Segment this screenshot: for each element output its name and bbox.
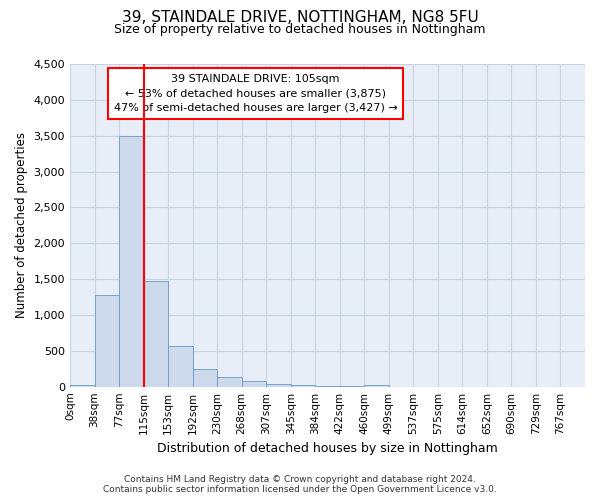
Bar xyxy=(168,346,193,387)
Text: 39 STAINDALE DRIVE: 105sqm
← 53% of detached houses are smaller (3,875)
47% of s: 39 STAINDALE DRIVE: 105sqm ← 53% of deta… xyxy=(113,74,397,114)
Text: Contains HM Land Registry data © Crown copyright and database right 2024.
Contai: Contains HM Land Registry data © Crown c… xyxy=(103,474,497,494)
Bar xyxy=(242,381,266,386)
Text: Size of property relative to detached houses in Nottingham: Size of property relative to detached ho… xyxy=(114,22,486,36)
Text: 39, STAINDALE DRIVE, NOTTINGHAM, NG8 5FU: 39, STAINDALE DRIVE, NOTTINGHAM, NG8 5FU xyxy=(122,10,478,25)
X-axis label: Distribution of detached houses by size in Nottingham: Distribution of detached houses by size … xyxy=(157,442,498,455)
Bar xyxy=(119,136,143,386)
Bar xyxy=(217,376,242,386)
Bar xyxy=(291,385,315,386)
Bar xyxy=(193,370,217,386)
Bar xyxy=(70,384,95,386)
Bar xyxy=(266,384,291,386)
Y-axis label: Number of detached properties: Number of detached properties xyxy=(15,132,28,318)
Bar xyxy=(364,384,389,386)
Bar xyxy=(143,282,168,387)
Bar xyxy=(95,295,119,386)
